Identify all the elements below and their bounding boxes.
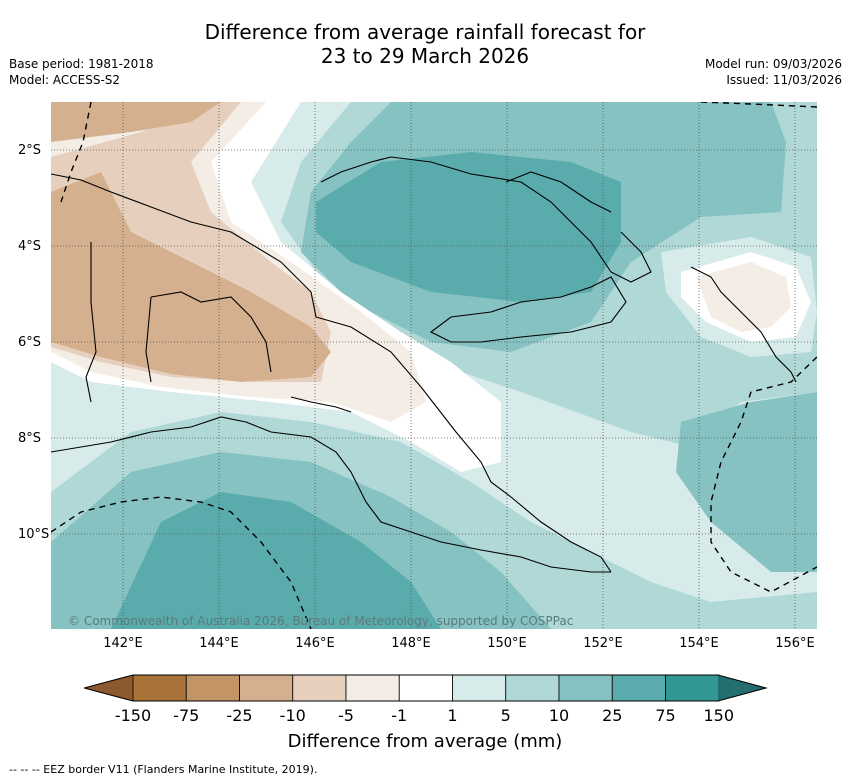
lon-label: 150°E bbox=[487, 636, 527, 651]
contour-region bbox=[676, 392, 817, 572]
lat-label: 10°S bbox=[18, 527, 50, 542]
colorbar-cell bbox=[505, 674, 560, 702]
colorbar-tick-label: -10 bbox=[279, 706, 306, 725]
new-britain-south bbox=[429, 276, 627, 343]
provincial-border bbox=[150, 291, 272, 373]
gulf-coast bbox=[290, 396, 352, 413]
provincial-border bbox=[145, 296, 152, 383]
colorbar-cell bbox=[665, 674, 720, 702]
colorbar-cell bbox=[452, 674, 507, 702]
png-north-coast bbox=[51, 173, 612, 573]
lon-label: 142°E bbox=[103, 636, 143, 651]
colorbar-tick-label: 25 bbox=[602, 706, 623, 725]
model-run-date: Model run: 09/03/2026 bbox=[704, 57, 842, 71]
lon-label: 148°E bbox=[391, 636, 431, 651]
colorbar-tick-label: 150 bbox=[703, 706, 735, 725]
rainfall-map bbox=[51, 102, 817, 629]
colorbar-cell bbox=[558, 674, 613, 702]
map-title: Difference from average rainfall forecas… bbox=[0, 20, 850, 68]
copyright-notice: © Commonwealth of Australia 2026, Bureau… bbox=[68, 614, 574, 628]
lon-label: 156°E bbox=[775, 636, 815, 651]
colorbar-cell bbox=[611, 674, 666, 702]
colorbar-tick-label: -75 bbox=[173, 706, 200, 725]
rainfall-anomaly-field bbox=[51, 102, 817, 629]
new-ireland bbox=[505, 171, 612, 213]
colorbar-cell bbox=[185, 674, 240, 702]
title-line-2: 23 to 29 March 2026 bbox=[320, 44, 530, 68]
lon-label: 144°E bbox=[199, 636, 239, 651]
lat-label: 8°S bbox=[18, 431, 42, 446]
colorbar-tick-label: 10 bbox=[548, 706, 570, 725]
colorbar-cell bbox=[132, 674, 187, 702]
coastlines bbox=[51, 156, 797, 573]
colorbar bbox=[84, 674, 768, 702]
contour-region bbox=[696, 262, 791, 332]
colorbar-cell bbox=[398, 674, 453, 702]
lon-label: 154°E bbox=[679, 636, 719, 651]
colorbar-tick-label: 75 bbox=[655, 706, 676, 725]
png-south-coast bbox=[51, 416, 611, 573]
colorbar-tick-label: -150 bbox=[114, 706, 152, 725]
graticule bbox=[51, 102, 817, 629]
model-info: Base period: 1981-2018 Model: ACCESS-S2 bbox=[9, 56, 154, 88]
colorbar-tick-label: -25 bbox=[226, 706, 253, 725]
base-period: Base period: 1981-2018 bbox=[9, 57, 154, 71]
new-britain-coast bbox=[320, 156, 652, 283]
bougainville bbox=[690, 266, 797, 383]
colorbar-arrow-high bbox=[718, 675, 766, 701]
eez-borders bbox=[51, 102, 817, 629]
run-info: Model run: 09/03/2026 Issued: 11/03/2026 bbox=[705, 56, 842, 88]
contour-region bbox=[111, 492, 441, 629]
issued-date: Issued: 11/03/2026 bbox=[726, 73, 842, 87]
colorbar-tick-label: 5 bbox=[500, 706, 511, 725]
lat-label: 4°S bbox=[18, 239, 42, 254]
lat-label: 2°S bbox=[18, 143, 42, 158]
colorbar-outline bbox=[84, 674, 768, 702]
lon-label: 146°E bbox=[295, 636, 335, 651]
provincial-border bbox=[85, 242, 97, 403]
colorbar-cells bbox=[132, 674, 720, 702]
colorbar-cell bbox=[292, 674, 347, 702]
colorbar-title: Difference from average (mm) bbox=[287, 731, 563, 752]
colorbar-cell bbox=[345, 674, 400, 702]
contour-region bbox=[51, 172, 331, 382]
contour-region bbox=[316, 152, 621, 302]
colorbar-arrow-low bbox=[84, 675, 133, 701]
eez-legend: -- -- -- EEZ border V11 (Flanders Marine… bbox=[9, 763, 318, 776]
colorbar-tick-label: -1 bbox=[391, 706, 408, 725]
title-line-1: Difference from average rainfall forecas… bbox=[204, 20, 646, 44]
contour-region bbox=[51, 102, 221, 142]
model-name: Model: ACCESS-S2 bbox=[9, 73, 121, 87]
colorbar-tick-label: 1 bbox=[447, 706, 458, 725]
colorbar-cell bbox=[239, 674, 294, 702]
colorbar-tick-label: -5 bbox=[338, 706, 354, 725]
lon-label: 152°E bbox=[583, 636, 623, 651]
lat-label: 6°S bbox=[18, 335, 42, 350]
